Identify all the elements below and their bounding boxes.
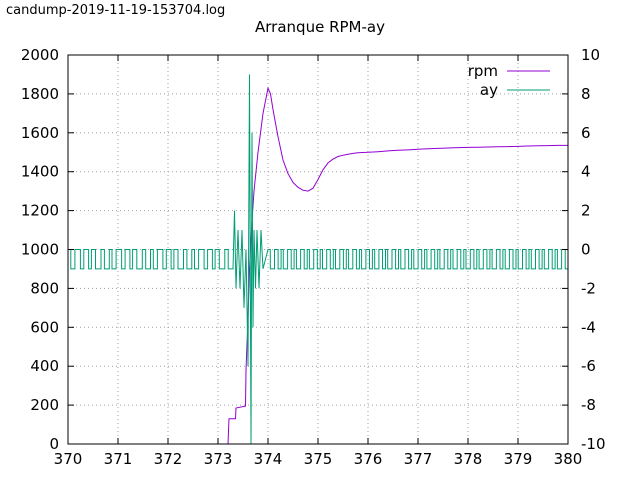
series-layer xyxy=(68,74,568,445)
legend-label-ay: ay xyxy=(480,81,498,99)
x-tick-label: 380 xyxy=(554,450,583,468)
y-tick-label: 1800 xyxy=(21,85,59,103)
x-tick-label: 376 xyxy=(354,450,383,468)
x-tick-label: 371 xyxy=(104,450,133,468)
x-tick-label: 372 xyxy=(154,450,183,468)
y-tick-label: 1000 xyxy=(21,241,59,259)
y-tick-label: 600 xyxy=(30,318,59,336)
series-line-rpm xyxy=(68,86,568,445)
y-axis-right: -10 -8 -6 -4 -2 0 2 4 6 8 10 xyxy=(562,46,606,453)
y-tick-label: 1200 xyxy=(21,202,59,220)
y2-tick-label: 0 xyxy=(581,241,591,259)
chart-title: Arranque RPM-ay xyxy=(255,18,385,36)
x-tick-label: 378 xyxy=(454,450,483,468)
y2-tick-label: -8 xyxy=(581,396,596,414)
y2-tick-label: -6 xyxy=(581,357,596,375)
y2-tick-label: -4 xyxy=(581,318,596,336)
y2-tick-label: -10 xyxy=(581,435,606,453)
y-axis-left: 0 200 400 600 800 1000 1200 1400 1600 1800 2000 xyxy=(21,46,74,453)
y-tick-label: 2000 xyxy=(21,46,59,64)
y-tick-label: 800 xyxy=(30,279,59,297)
y2-tick-label: 4 xyxy=(581,163,591,181)
y2-tick-label: 8 xyxy=(581,85,591,103)
y2-tick-label: 2 xyxy=(581,202,591,220)
x-tick-label: 377 xyxy=(404,450,433,468)
series-line-ay xyxy=(68,74,568,445)
y-tick-label: 0 xyxy=(49,435,59,453)
x-tick-label: 379 xyxy=(504,450,533,468)
y2-tick-label: -2 xyxy=(581,279,596,297)
x-tick-label: 370 xyxy=(54,450,83,468)
y2-tick-label: 6 xyxy=(581,124,591,142)
x-tick-label: 374 xyxy=(254,450,283,468)
y-tick-label: 200 xyxy=(30,396,59,414)
legend-label-rpm: rpm xyxy=(468,62,498,80)
file-name-label: candump-2019-11-19-153704.log xyxy=(6,3,226,18)
x-tick-label: 375 xyxy=(304,450,333,468)
x-axis: 370 371 372 373 374 375 376 377 378 379 380 xyxy=(54,55,583,468)
y2-tick-label: 10 xyxy=(581,46,600,64)
y-tick-label: 1600 xyxy=(21,124,59,142)
y-tick-label: 400 xyxy=(30,357,59,375)
x-tick-label: 373 xyxy=(204,450,233,468)
grid xyxy=(68,55,568,444)
y-tick-label: 1400 xyxy=(21,163,59,181)
